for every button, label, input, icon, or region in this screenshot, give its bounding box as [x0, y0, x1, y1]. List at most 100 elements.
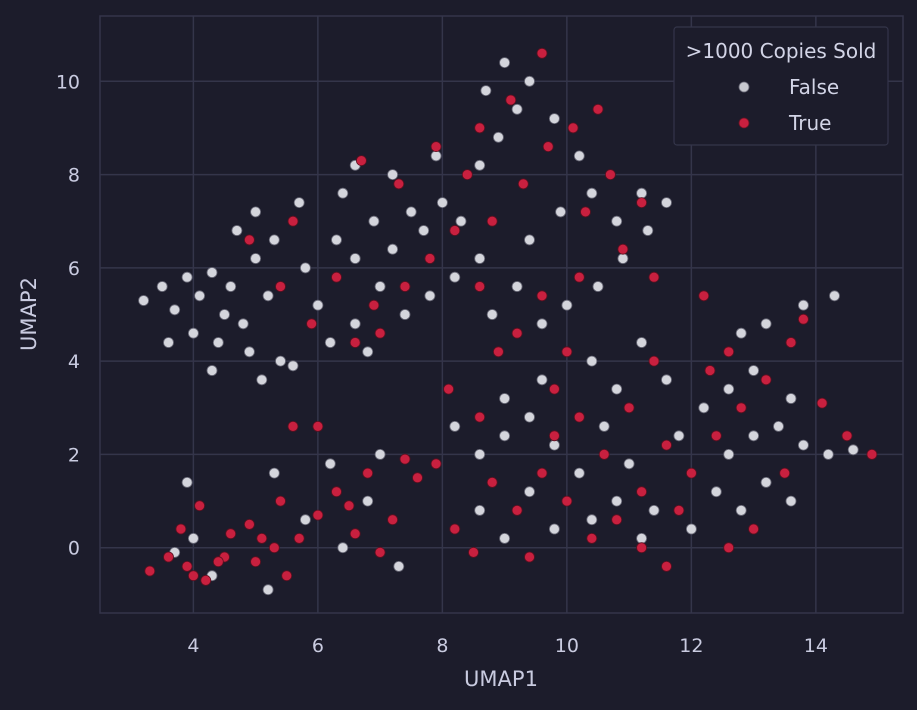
scatter-point-true: [486, 476, 498, 488]
scatter-point-false: [399, 309, 411, 320]
scatter-point-false: [187, 533, 199, 544]
scatter-point-true: [349, 528, 361, 540]
x-tick-label: 10: [555, 635, 579, 657]
scatter-point-true: [331, 271, 342, 283]
series-true-points: [144, 47, 878, 586]
legend: >1000 Copies Sold False True: [673, 26, 889, 146]
scatter-point-false: [710, 486, 722, 498]
scatter-point-true: [312, 420, 324, 432]
scatter-point-true: [412, 472, 423, 484]
scatter-point-true: [200, 575, 212, 586]
scatter-point-true: [511, 327, 523, 339]
scatter-point-false: [549, 523, 560, 535]
scatter-point-false: [748, 365, 759, 376]
scatter-point-true: [362, 467, 374, 479]
scatter-point-false: [760, 476, 772, 488]
scatter-point-false: [436, 197, 448, 209]
scatter-point-true: [474, 411, 486, 423]
scatter-point-false: [723, 383, 735, 395]
grid-lines: [100, 16, 903, 613]
scatter-point-false: [661, 197, 672, 209]
scatter-point-false: [362, 346, 374, 358]
x-tick-label: 12: [679, 635, 703, 657]
scatter-point-true: [474, 122, 486, 134]
scatter-point-true: [225, 528, 237, 540]
scatter-point-true: [841, 430, 853, 442]
scatter-point-false: [424, 290, 436, 302]
scatter-point-true: [866, 448, 878, 460]
scatter-point-true: [561, 346, 573, 358]
scatter-point-false: [798, 299, 809, 311]
scatter-point-true: [461, 169, 473, 181]
legend-marker-false: [738, 81, 750, 93]
scatter-point-false: [349, 318, 361, 330]
scatter-point-false: [374, 281, 386, 292]
y-tick-label: 10: [56, 71, 80, 93]
scatter-point-true: [524, 551, 535, 563]
scatter-point-true: [443, 383, 455, 395]
scatter-point-false: [524, 486, 535, 498]
scatter-point-true: [798, 313, 809, 325]
x-tick-label: 6: [312, 635, 324, 657]
scatter-point-true: [735, 402, 747, 414]
scatter-point-false: [387, 243, 399, 255]
scatter-point-true: [636, 542, 647, 554]
scatter-point-true: [449, 225, 461, 236]
scatter-point-true: [517, 178, 529, 190]
scatter-point-true: [549, 383, 560, 395]
scatter-point-false: [324, 458, 336, 470]
scatter-point-false: [480, 85, 492, 96]
scatter-point-false: [611, 495, 623, 507]
scatter-point-true: [268, 542, 280, 554]
scatter-point-false: [586, 187, 598, 199]
scatter-point-false: [611, 383, 623, 395]
scatter-point-true: [661, 561, 672, 572]
scatter-point-true: [492, 346, 504, 358]
scatter-point-true: [573, 411, 585, 423]
y-tick-label: 2: [68, 444, 80, 466]
scatter-point-false: [698, 402, 710, 414]
scatter-point-true: [212, 556, 224, 568]
scatter-point-false: [237, 318, 249, 330]
scatter-point-true: [331, 486, 342, 498]
scatter-point-false: [268, 467, 280, 479]
scatter-point-false: [219, 309, 230, 320]
scatter-point-true: [430, 141, 442, 153]
scatter-point-true: [536, 290, 548, 302]
scatter-point-false: [536, 374, 548, 386]
scatter-point-false: [611, 215, 623, 227]
scatter-point-true: [474, 281, 486, 292]
scatter-point-true: [243, 519, 255, 530]
scatter-point-true: [673, 504, 685, 516]
scatter-point-false: [268, 234, 280, 246]
scatter-point-true: [424, 253, 436, 264]
scatter-point-true: [636, 486, 647, 498]
x-tick-label: 8: [436, 635, 448, 657]
scatter-point-false: [212, 337, 224, 348]
scatter-point-false: [474, 159, 486, 171]
scatter-point-false: [511, 103, 523, 115]
scatter-point-true: [430, 458, 442, 470]
scatter-point-false: [474, 504, 486, 516]
scatter-point-false: [206, 365, 218, 376]
scatter-point-false: [673, 430, 685, 442]
y-tick-labels: 0 2 4 6 8 10: [56, 71, 80, 559]
scatter-point-false: [524, 411, 535, 423]
scatter-point-true: [175, 523, 187, 535]
scatter-point-true: [194, 500, 206, 512]
scatter-point-false: [181, 271, 193, 283]
scatter-point-false: [299, 514, 311, 526]
scatter-point-true: [617, 243, 629, 255]
scatter-point-false: [536, 318, 548, 330]
scatter-point-true: [760, 374, 772, 386]
scatter-point-true: [723, 346, 735, 358]
scatter-point-false: [250, 253, 262, 264]
scatter-point-false: [243, 346, 255, 358]
scatter-point-false: [785, 393, 797, 404]
scatter-point-false: [573, 150, 585, 162]
scatter-point-true: [287, 215, 299, 227]
scatter-point-true: [816, 397, 828, 409]
scatter-point-true: [536, 467, 548, 479]
scatter-point-false: [735, 504, 747, 516]
scatter-point-false: [362, 495, 374, 507]
